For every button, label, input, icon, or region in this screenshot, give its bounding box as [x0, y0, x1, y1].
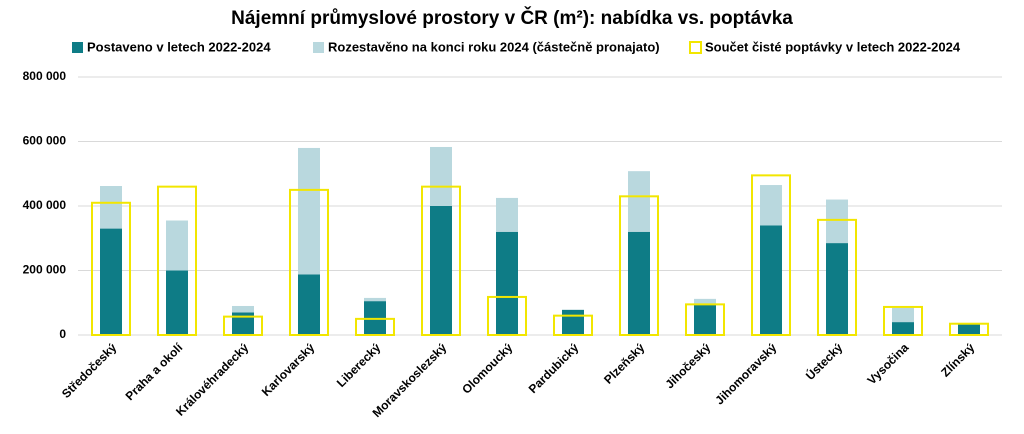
bar: [430, 146, 452, 206]
y-tick-label: 400 000: [23, 198, 67, 212]
x-tick-label: Moravskoslezský: [370, 340, 450, 420]
legend-label: Postaveno v letech 2022-2024: [87, 39, 271, 54]
bar: [562, 309, 584, 335]
bar: [166, 270, 188, 335]
x-tick-label: Jihomoravský: [712, 340, 779, 407]
bar: [826, 199, 848, 244]
x-tick-label: Vysočina: [865, 340, 912, 387]
bar: [760, 185, 782, 226]
bar: [496, 197, 518, 232]
demand-box: [289, 188, 329, 336]
bar: [892, 307, 914, 323]
x-tick-label: Královéhradecký: [173, 340, 252, 419]
demand-box: [487, 295, 527, 337]
bar: [760, 225, 782, 335]
bar: [892, 322, 914, 335]
x-tick-label: Středočeský: [59, 340, 120, 401]
demand-box: [751, 174, 791, 336]
x-tick-label: Zlínský: [938, 340, 977, 379]
bar: [232, 305, 254, 313]
demand-box: [949, 322, 989, 336]
chart-title: Nájemní průmyslové prostory v ČR (m²): n…: [231, 7, 793, 29]
x-tick-label: Ústecký: [802, 340, 845, 383]
bar: [694, 304, 716, 335]
legend-swatch: [689, 41, 702, 54]
bar: [496, 231, 518, 335]
x-tick-label: Praha a okolí: [123, 340, 186, 403]
x-tick-label: Liberecký: [334, 340, 384, 390]
demand-box: [421, 185, 461, 336]
bar: [958, 324, 980, 335]
bar: [826, 243, 848, 335]
y-tick-label: 200 000: [23, 263, 67, 277]
demand-box: [619, 195, 659, 336]
demand-box: [355, 317, 395, 336]
x-tick-label: Karlovarský: [259, 340, 318, 399]
y-tick-label: 0: [59, 327, 66, 341]
legend-label: Rozestavěno na konci roku 2024 (částečně…: [328, 39, 660, 54]
bar: [298, 274, 320, 335]
bar: [628, 231, 650, 335]
demand-box: [685, 303, 725, 336]
x-tick-label: Plzeňský: [601, 340, 647, 386]
x-tick-label: Jihočeský: [662, 340, 713, 391]
bar: [364, 297, 386, 302]
demand-box: [553, 314, 593, 336]
legend-swatch: [72, 42, 83, 53]
legend-label: Součet čisté poptávky v letech 2022-2024: [705, 39, 961, 54]
demand-box: [91, 201, 131, 336]
bar: [100, 228, 122, 335]
demand-box: [223, 315, 263, 336]
bar: [628, 171, 650, 232]
bar: [430, 206, 452, 335]
demand-box: [157, 185, 197, 336]
bar: [298, 147, 320, 275]
bar: [694, 298, 716, 305]
demand-box: [883, 305, 923, 337]
y-tick-label: 600 000: [23, 134, 67, 148]
x-tick-label: Pardubický: [526, 340, 582, 396]
demand-box: [817, 218, 857, 336]
bar: [232, 312, 254, 335]
y-tick-label: 800 000: [23, 69, 67, 83]
bar: [166, 220, 188, 271]
bar: [100, 186, 122, 229]
legend-swatch: [313, 42, 324, 53]
x-tick-label: Olomoucký: [459, 340, 515, 396]
